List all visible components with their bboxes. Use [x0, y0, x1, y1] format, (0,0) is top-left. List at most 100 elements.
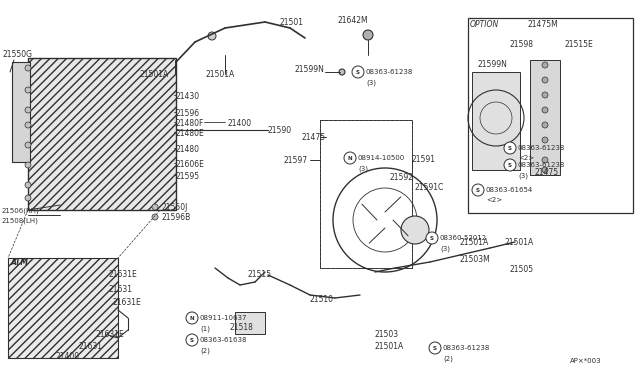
Circle shape: [429, 342, 441, 354]
Circle shape: [25, 162, 31, 168]
Text: 21591C: 21591C: [415, 183, 444, 192]
Text: 21518: 21518: [230, 323, 254, 332]
Text: 21480E: 21480E: [176, 129, 205, 138]
Circle shape: [186, 312, 198, 324]
Text: S: S: [190, 337, 194, 343]
Text: 21631E: 21631E: [112, 298, 141, 307]
Bar: [8, 258, 118, 358]
Text: <2>: <2>: [486, 197, 502, 203]
Text: 21631E: 21631E: [108, 270, 137, 279]
Text: 21501A: 21501A: [140, 70, 169, 79]
Bar: [468, 18, 633, 213]
Circle shape: [152, 204, 158, 210]
Bar: [320, 120, 412, 268]
Text: 08363-61654: 08363-61654: [486, 187, 533, 193]
Circle shape: [542, 122, 548, 128]
Text: 21480F: 21480F: [176, 119, 204, 128]
Circle shape: [352, 66, 364, 78]
Text: 21501A: 21501A: [505, 238, 534, 247]
Circle shape: [401, 216, 429, 244]
Circle shape: [504, 159, 516, 171]
Circle shape: [542, 137, 548, 143]
Text: 08911-10637: 08911-10637: [200, 315, 248, 321]
Text: S: S: [356, 70, 360, 74]
Text: 21480: 21480: [176, 145, 200, 154]
Text: S: S: [430, 235, 434, 241]
Circle shape: [426, 232, 438, 244]
Text: S: S: [476, 187, 480, 192]
Text: 21597: 21597: [284, 156, 308, 165]
Text: 21590: 21590: [268, 126, 292, 135]
Circle shape: [25, 87, 31, 93]
Circle shape: [542, 62, 548, 68]
Text: S: S: [433, 346, 437, 350]
Text: 21599N: 21599N: [478, 60, 508, 69]
Bar: [472, 72, 520, 170]
Bar: [235, 312, 265, 334]
Text: 21631: 21631: [78, 342, 102, 351]
Text: 21591: 21591: [412, 155, 436, 164]
Text: 21596: 21596: [176, 109, 200, 118]
Text: 21503M: 21503M: [460, 255, 491, 264]
Circle shape: [344, 152, 356, 164]
Text: S: S: [508, 145, 512, 151]
Text: 21506(RH): 21506(RH): [2, 207, 40, 214]
Text: 21631: 21631: [108, 285, 132, 294]
Text: AP×*003: AP×*003: [570, 358, 602, 364]
Text: (3): (3): [440, 245, 450, 251]
Text: 21598: 21598: [510, 40, 534, 49]
Text: 08363-61238: 08363-61238: [518, 145, 565, 151]
Text: 21515: 21515: [248, 270, 272, 279]
Text: 08363-61238: 08363-61238: [443, 345, 490, 351]
Circle shape: [25, 65, 31, 71]
Text: 21475: 21475: [302, 133, 326, 142]
Circle shape: [25, 142, 31, 148]
Text: 21606E: 21606E: [176, 160, 205, 169]
Text: 21475: 21475: [535, 168, 559, 177]
Text: 21508(LH): 21508(LH): [2, 217, 39, 224]
Text: 21631E: 21631E: [95, 330, 124, 339]
Text: 21475M: 21475M: [528, 20, 559, 29]
Circle shape: [25, 182, 31, 188]
Text: 21596B: 21596B: [162, 213, 191, 222]
Text: OPTION: OPTION: [470, 20, 499, 29]
Bar: [12, 62, 30, 162]
Text: 21550G: 21550G: [2, 50, 32, 59]
Circle shape: [363, 30, 373, 40]
Text: 08363-61238: 08363-61238: [518, 162, 565, 168]
Text: 21400: 21400: [228, 119, 252, 128]
Text: 21503: 21503: [375, 330, 399, 339]
Circle shape: [25, 195, 31, 201]
Circle shape: [542, 77, 548, 83]
Text: 21501A: 21501A: [205, 70, 234, 79]
Text: (3): (3): [358, 165, 368, 171]
Text: 21592: 21592: [390, 173, 414, 182]
Text: 21430: 21430: [176, 92, 200, 101]
Circle shape: [472, 184, 484, 196]
Circle shape: [542, 92, 548, 98]
Circle shape: [542, 167, 548, 173]
Text: N: N: [348, 155, 352, 160]
Text: 21510: 21510: [310, 295, 334, 304]
Circle shape: [186, 334, 198, 346]
Bar: [530, 60, 560, 175]
Text: 08360-52012: 08360-52012: [440, 235, 487, 241]
Text: <2>: <2>: [518, 155, 534, 161]
Text: 21515E: 21515E: [565, 40, 594, 49]
Circle shape: [504, 142, 516, 154]
Text: 08363-61238: 08363-61238: [366, 69, 413, 75]
Text: 21599N: 21599N: [295, 65, 325, 74]
Text: (2): (2): [200, 347, 210, 353]
Bar: [28, 58, 176, 210]
Text: (1): (1): [200, 325, 210, 331]
Text: (2): (2): [443, 355, 453, 362]
Circle shape: [339, 69, 345, 75]
Text: 21501A: 21501A: [460, 238, 489, 247]
Text: 21501A: 21501A: [375, 342, 404, 351]
Circle shape: [152, 214, 158, 220]
Text: 21595: 21595: [176, 172, 200, 181]
Text: 21501: 21501: [280, 18, 304, 27]
Circle shape: [208, 32, 216, 40]
Circle shape: [25, 107, 31, 113]
Text: N: N: [189, 315, 195, 321]
